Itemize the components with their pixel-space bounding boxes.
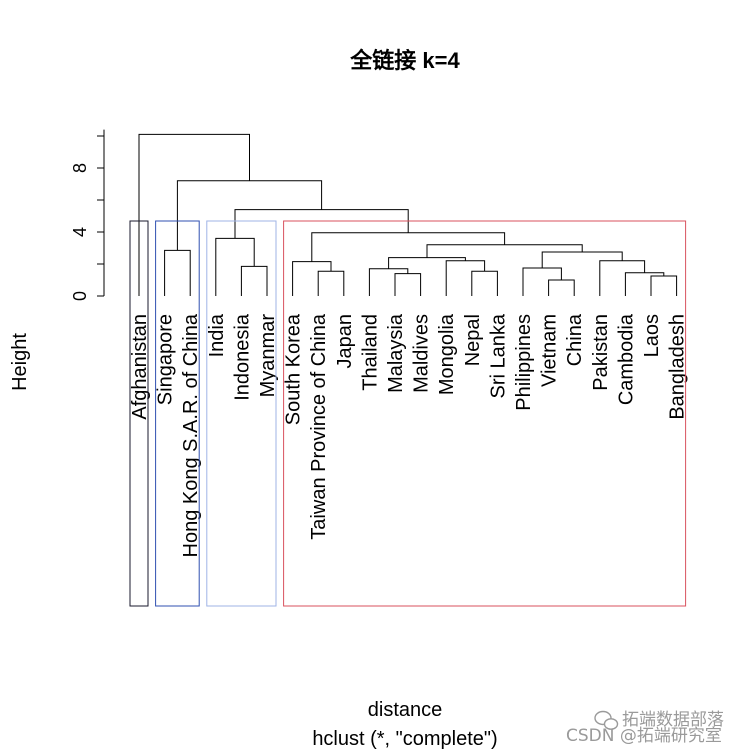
leaf-label: India: [206, 313, 228, 357]
leaf-label: Singapore: [155, 314, 177, 405]
leaf-label: Cambodia: [615, 313, 637, 405]
leaf-label: Vietnam: [539, 314, 561, 387]
leaf-label: Taiwan Province of China: [308, 313, 330, 540]
leaf-label: Japan: [334, 314, 356, 369]
leaf-label: Hong Kong S.A.R. of China: [180, 313, 202, 557]
dendrogram-link: [215, 237, 255, 296]
dendrogram-link: [234, 209, 409, 239]
y-axis: 0 4 8: [70, 129, 105, 301]
x-axis-label: distance: [368, 699, 443, 721]
y-tick-label: 4: [70, 227, 90, 237]
cluster-box: [129, 220, 149, 607]
watermark-top: 拓端数据部落: [622, 710, 724, 730]
y-tick-label: 8: [70, 163, 90, 173]
leaf-label: Mongolia: [436, 313, 458, 395]
leaf-label: Malaysia: [385, 313, 407, 393]
leaf-label: Indonesia: [231, 313, 253, 401]
dendrogram-link: [599, 260, 646, 296]
dendrogram-links: [138, 133, 678, 296]
watermark-bottom: CSDN @拓端研究室: [566, 726, 722, 746]
leaf-label: Afghanistan: [129, 314, 151, 420]
dendrogram-link: [548, 279, 575, 296]
method-sublabel: hclust (*, "complete"): [312, 728, 497, 750]
chart-title: 全链接 k=4: [349, 48, 460, 73]
dendrogram-link: [522, 267, 562, 296]
cluster-boxes: [129, 220, 687, 607]
wechat-icon: [594, 710, 619, 730]
cluster-box: [283, 220, 687, 607]
dendrogram-link: [445, 260, 486, 296]
watermark: 拓端数据部落 CSDN @拓端研究室: [566, 710, 724, 746]
dendrogram-link: [388, 257, 466, 269]
leaf-label: Thailand: [359, 314, 381, 391]
dendrogram-link: [292, 261, 332, 296]
y-axis-label: Height: [9, 333, 31, 391]
dendrogram-link: [138, 133, 250, 296]
leaf-label: Laos: [641, 314, 663, 357]
dendrogram-link: [164, 249, 191, 296]
dendrogram-link: [426, 244, 583, 258]
leaf-label: Sri Lanka: [487, 313, 509, 398]
leaf-label: Bangladesh: [667, 314, 689, 420]
leaf-label: Pakistan: [590, 314, 612, 391]
dendrogram-link: [394, 273, 422, 296]
leaf-labels: Afghanistan Singapore Hong Kong S.A.R. of …: [129, 313, 689, 557]
leaf-label: South Korea: [283, 313, 305, 425]
dendrogram-link: [471, 270, 498, 296]
leaf-label: China: [564, 313, 586, 366]
leaf-label: Myanmar: [257, 314, 279, 398]
y-tick-label: 0: [70, 291, 90, 301]
cluster-box: [206, 220, 277, 607]
dendrogram-link: [240, 265, 268, 296]
dendrogram-link: [317, 270, 345, 296]
leaf-label: Philippines: [513, 314, 535, 411]
dendrogram-link: [650, 275, 678, 296]
cluster-box: [155, 220, 200, 607]
leaf-label: Nepal: [462, 314, 484, 366]
dendrogram-link: [368, 268, 409, 296]
leaf-label: Maldives: [411, 314, 433, 393]
dendrogram-link: [541, 251, 623, 268]
